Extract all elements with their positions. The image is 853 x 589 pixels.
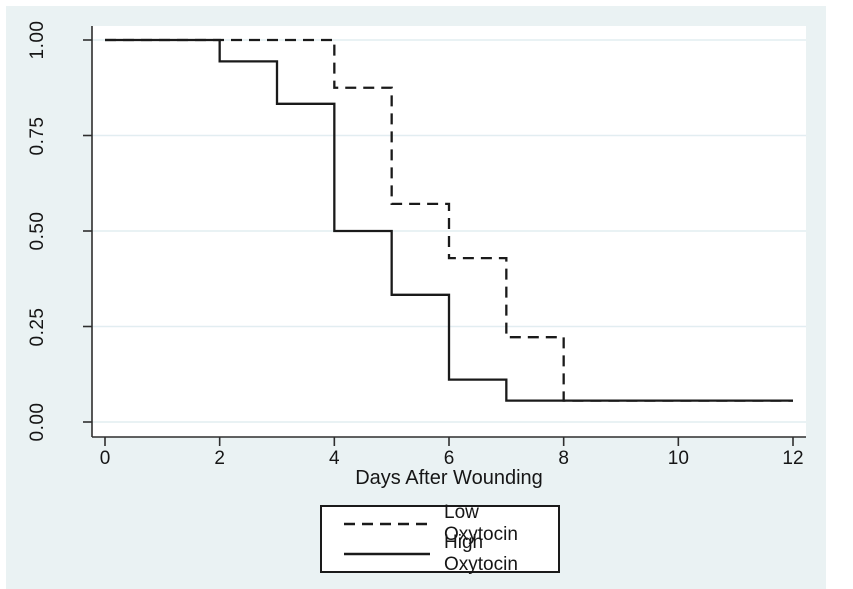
survival-curve-low-oxytocin: [105, 38, 793, 402]
y-tick-label: 0.75: [27, 116, 48, 155]
legend-label-high-oxytocin: High Oxytocin: [444, 532, 518, 575]
x-axis-title: Days After Wounding: [355, 467, 543, 489]
legend-row-high-oxytocin: High Oxytocin: [344, 532, 558, 575]
x-tick-label: 0: [99, 448, 111, 469]
x-tick-label: 2: [214, 448, 225, 469]
dashed-line-swatch: [344, 522, 430, 526]
x-tick-label: 6: [443, 448, 455, 469]
legend-row-low-oxytocin: Low Oxytocin: [344, 502, 558, 545]
legend: Low Oxytocin High Oxytocin: [320, 502, 560, 575]
y-tick-label: 0.00: [27, 402, 48, 442]
y-tick-label: 1.00: [27, 20, 48, 60]
x-tick-label: 8: [558, 448, 569, 469]
survival-curve-high-oxytocin: [105, 38, 793, 402]
y-tick-label: 0.25: [27, 307, 48, 346]
solid-line-swatch: [344, 552, 430, 556]
x-tick-label: 10: [667, 448, 689, 469]
x-tick-label: 12: [782, 448, 804, 469]
y-tick-label: 0.50: [27, 211, 48, 251]
chart-canvas: 0.00 0.25 0.50 0.75 1.00 0 2 4 6 8 10 12 Days After…: [6, 6, 826, 589]
legend-label-low-oxytocin: Low Oxytocin: [444, 502, 518, 545]
x-tick-label: 4: [329, 448, 340, 469]
